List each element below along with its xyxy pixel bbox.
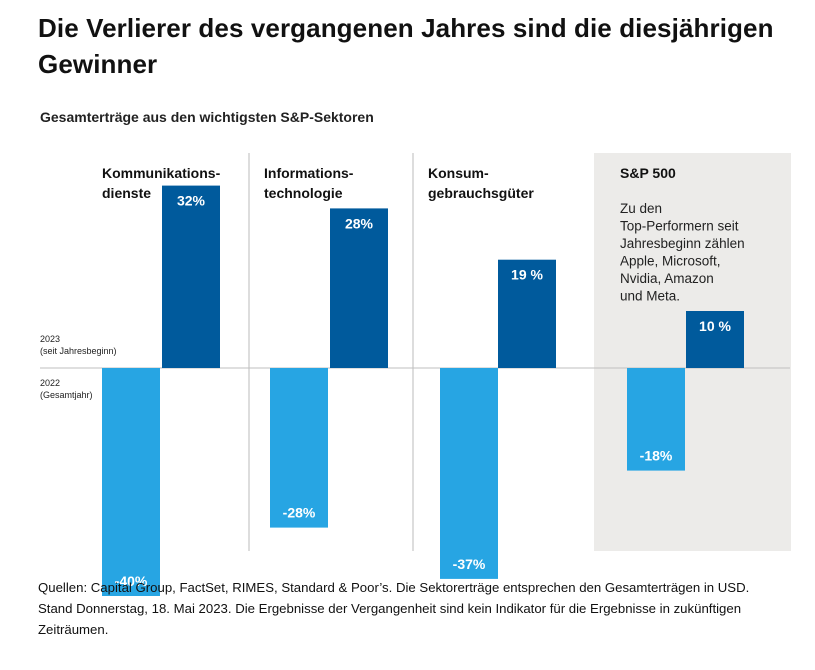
- series-label-2023: 2023: [40, 334, 60, 344]
- sector-name: Kommunikations-: [102, 165, 221, 181]
- sector-note: Nvidia, Amazon: [620, 271, 714, 286]
- series-label-2022: (Gesamtjahr): [40, 390, 93, 400]
- value-label-2022: -28%: [283, 505, 316, 521]
- value-label-2023: 28%: [345, 215, 374, 231]
- series-label-2022: 2022: [40, 378, 60, 388]
- bar-2022: [627, 368, 685, 471]
- bar-2022: [270, 368, 328, 528]
- bar-2023: [498, 259, 556, 368]
- chart-title: Die Verlierer des vergangenen Jahres sin…: [38, 13, 774, 79]
- sector-name: technologie: [264, 185, 343, 201]
- bar-2022: [440, 368, 498, 579]
- sector-name: Informations-: [264, 165, 354, 181]
- value-label-2023: 19 %: [511, 267, 543, 283]
- value-label-2023: 10 %: [699, 318, 731, 334]
- value-label-2022: -37%: [453, 556, 486, 572]
- sector-note: Top-Performern seit: [620, 219, 739, 234]
- source-footnote: Quellen: Capital Group, FactSet, RIMES, …: [38, 580, 750, 637]
- value-label-2023: 32%: [177, 193, 206, 209]
- series-label-2023: (seit Jahresbeginn): [40, 346, 117, 356]
- bar-2023: [330, 208, 388, 368]
- chart-subtitle: Gesamterträge aus den wichtigsten S&P-Se…: [40, 109, 374, 125]
- bar-2023: [162, 185, 220, 368]
- bar-2023: [686, 311, 744, 368]
- sector-name: Konsum-: [428, 165, 489, 181]
- sector-note: Apple, Microsoft,: [620, 254, 721, 269]
- sector-note: Jahresbeginn zählen: [620, 236, 745, 251]
- sector-note: und Meta.: [620, 289, 680, 304]
- sector-name: dienste: [102, 185, 151, 201]
- bar-2022: [102, 368, 160, 596]
- sector-name: S&P 500: [620, 165, 676, 181]
- value-label-2022: -18%: [640, 448, 673, 464]
- value-label-2022: -40%: [115, 573, 148, 589]
- sector-note: Zu den: [620, 201, 662, 216]
- sector-name: gebrauchsgüter: [428, 185, 534, 201]
